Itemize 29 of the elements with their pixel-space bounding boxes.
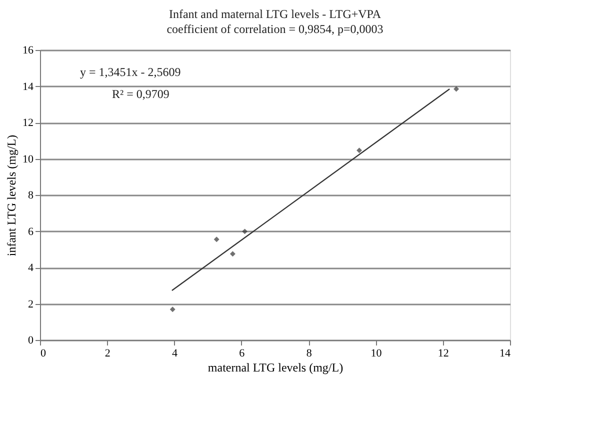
point [242, 228, 248, 234]
point [214, 236, 220, 242]
point [230, 251, 236, 257]
annotation: R² = 0,9709 [112, 87, 170, 101]
x-tick-label: 2 [104, 348, 110, 360]
chart-subtitle: coefficient of correlation = 0,9854, p=0,0003 [166, 22, 384, 36]
y-tick-label: 4 [28, 262, 34, 274]
y-axis-title: infant LTG levels (mg/L) [4, 134, 18, 256]
x-axis-title: maternal LTG levels (mg/L) [208, 360, 344, 374]
y-tick-label: 16 [22, 44, 34, 56]
y-tick-label: 8 [28, 190, 34, 202]
x-tick-label: 12 [438, 348, 449, 360]
y-tick-label: 2 [28, 298, 34, 310]
y-tick-label: 12 [22, 117, 34, 129]
x-tick-label: 0 [40, 348, 46, 360]
x-tick-label: 14 [500, 348, 511, 360]
x-tick-label: 8 [306, 348, 312, 360]
y-tick-label: 10 [22, 153, 34, 166]
x-tick-label: 6 [239, 348, 246, 360]
y-tick-label: 6 [28, 226, 34, 238]
x-tick-label: 4 [172, 348, 178, 360]
annotation: y = 1,3451x - 2,5609 [80, 65, 181, 79]
y-tick-label: 0 [28, 334, 34, 346]
y-tick-label: 14 [22, 80, 34, 93]
chart-title: Infant and maternal LTG levels - LTG+VPA [168, 7, 382, 21]
point [356, 148, 362, 154]
point [170, 306, 176, 312]
x-tick-label: 10 [370, 348, 382, 360]
point [454, 86, 460, 92]
